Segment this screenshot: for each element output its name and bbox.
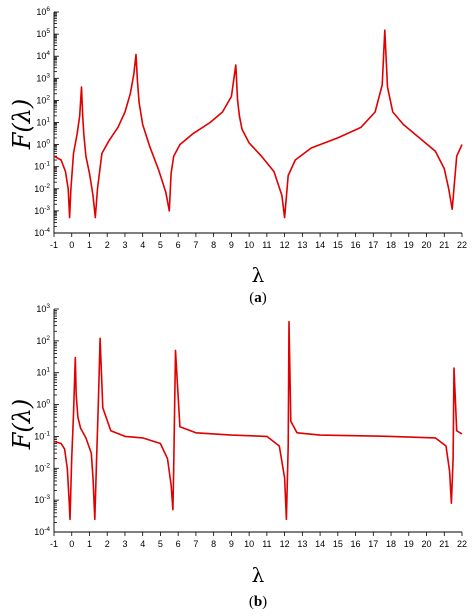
panel-b-x-axis-label: λ bbox=[252, 563, 265, 587]
panel-a-x-tick-label: 14 bbox=[315, 240, 325, 250]
panel-b-x-tick-label: 18 bbox=[386, 539, 396, 549]
panel-a-x-axis-label: λ bbox=[252, 263, 265, 287]
panel-a-y-tick-label: 104 bbox=[36, 50, 50, 61]
panel-b-x-tick-label: -1 bbox=[50, 539, 58, 549]
panel-b-y-tick-label: 10-3 bbox=[34, 494, 50, 505]
panel-b-y-tick-label: 103 bbox=[36, 303, 50, 314]
panel-b-x-tick-label: 2 bbox=[105, 539, 110, 549]
panel-b-y-axis-label: F(λ) bbox=[8, 399, 36, 451]
panel-b-x-tick-label: 1 bbox=[87, 539, 92, 549]
panel-b-x-tick-label: 0 bbox=[69, 539, 74, 549]
panel-b-x-tick-label: 17 bbox=[368, 539, 378, 549]
panel-b-x-tick-label: 16 bbox=[351, 539, 361, 549]
panel-a-x-tick-label: 1 bbox=[87, 240, 92, 250]
panel-a-x-tick-label: 22 bbox=[457, 240, 467, 250]
panel-a-y-tick-label: 101 bbox=[36, 117, 50, 128]
panel-b-x-tick-label: 6 bbox=[176, 539, 181, 549]
panel-b-x-tick-label: 19 bbox=[404, 539, 414, 549]
panel-b-caption: (b) bbox=[249, 594, 267, 610]
panel-b-x-tick-label: 22 bbox=[457, 539, 467, 549]
panel-a-x-tick-label: 8 bbox=[211, 240, 216, 250]
panel-b-x-tick-label: 9 bbox=[229, 539, 234, 549]
panel-a-x-tick-label: 15 bbox=[333, 240, 343, 250]
panel-a-x-tick-label: 11 bbox=[262, 240, 271, 250]
panel-b-x-tick-label: 11 bbox=[262, 539, 271, 549]
panel-a-y-tick-label: 106 bbox=[36, 6, 50, 17]
panel-a-y-tick-label: 102 bbox=[36, 94, 50, 105]
panel-b-x-tick-label: 12 bbox=[280, 539, 290, 549]
panel-a-x-tick-label: 3 bbox=[122, 240, 127, 250]
panel-a-x-tick-label: 17 bbox=[368, 240, 378, 250]
panel-a-x-tick-label: 16 bbox=[351, 240, 361, 250]
panel-a-y-axis-label: F(λ) bbox=[8, 99, 36, 151]
panel-b-y-tick-label: 100 bbox=[36, 399, 50, 410]
panel-b-x-tick-label: 14 bbox=[315, 539, 325, 549]
panel-b-x-tick-label: 10 bbox=[244, 539, 254, 549]
panel-a-x-tick-label: -1 bbox=[50, 240, 58, 250]
panel-a-x-tick-label: 9 bbox=[229, 240, 234, 250]
panel-a-x-tick-label: 7 bbox=[193, 240, 198, 250]
panel-b-y-tick-label: 10-1 bbox=[34, 430, 50, 441]
panel-b-x-tick-label: 3 bbox=[122, 539, 127, 549]
panel-a-y-tick-label: 10-3 bbox=[34, 205, 50, 216]
panel-a-caption: (a) bbox=[249, 290, 267, 306]
panel-b-y-tick-label: 10-4 bbox=[34, 526, 50, 537]
panel-b-x-tick-label: 13 bbox=[297, 539, 307, 549]
panel-a-x-tick-label: 18 bbox=[386, 240, 396, 250]
panel-b-x-tick-label: 8 bbox=[211, 539, 216, 549]
panel-a-x-tick-label: 20 bbox=[422, 240, 432, 250]
panel-b-x-tick-label: 21 bbox=[439, 539, 449, 549]
panel-a-x-tick-label: 2 bbox=[105, 240, 110, 250]
panel-a-series-line bbox=[53, 29, 463, 219]
panel-b-x-tick-label: 4 bbox=[140, 539, 145, 549]
panel-b-series-line bbox=[53, 320, 463, 521]
panel-a-x-tick-label: 13 bbox=[297, 240, 307, 250]
panel-a-x-tick-label: 5 bbox=[158, 240, 163, 250]
panel-a-y-tick-label: 100 bbox=[36, 139, 50, 150]
panel-a-x-tick-label: 10 bbox=[244, 240, 254, 250]
panel-a-x-tick-label: 21 bbox=[439, 240, 449, 250]
panel-b-y-tick-label: 10-2 bbox=[34, 462, 50, 473]
panel-b-y-tick-label: 101 bbox=[36, 367, 50, 378]
panel-a-y-tick-label: 10-4 bbox=[34, 227, 50, 238]
panel-b-x-tick-label: 5 bbox=[158, 539, 163, 549]
panel-b-x-tick-label: 7 bbox=[193, 539, 198, 549]
panel-a-y-tick-label: 105 bbox=[36, 28, 50, 39]
panel-a-x-tick-label: 6 bbox=[176, 240, 181, 250]
panel-a-x-tick-label: 4 bbox=[140, 240, 145, 250]
panel-a-y-tick-label: 10-1 bbox=[34, 161, 50, 172]
panel-a-x-tick-label: 12 bbox=[280, 240, 290, 250]
panel-a-y-tick-label: 10-2 bbox=[34, 183, 50, 194]
panel-b-x-tick-label: 20 bbox=[422, 539, 432, 549]
panel-a-y-tick-label: 103 bbox=[36, 72, 50, 83]
panel-a-x-tick-label: 19 bbox=[404, 240, 414, 250]
panel-a-x-tick-label: 0 bbox=[69, 240, 74, 250]
panel-b-y-tick-label: 102 bbox=[36, 335, 50, 346]
panel-b-x-tick-label: 15 bbox=[333, 539, 343, 549]
